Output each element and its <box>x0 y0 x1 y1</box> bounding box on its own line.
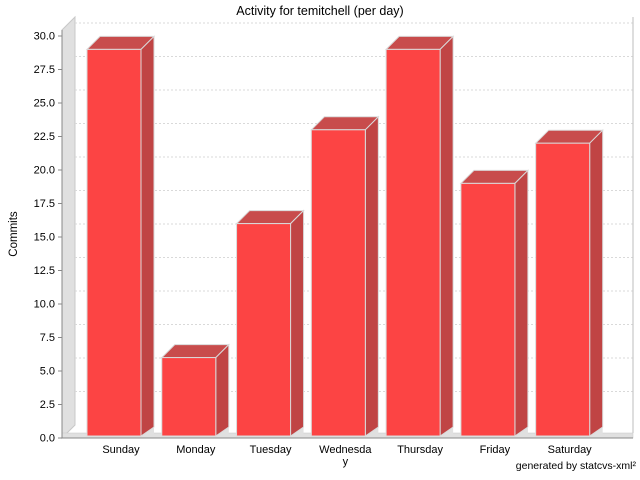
bar-side-face <box>364 115 379 437</box>
footer-credit: generated by statcvs-xml² <box>515 460 636 472</box>
bar-monday <box>160 343 230 437</box>
bar-front-face <box>460 182 516 437</box>
bar-front-face <box>310 129 366 437</box>
bar-front-face <box>236 223 292 437</box>
category-label: y <box>343 456 349 468</box>
category-label: Saturday <box>548 444 593 456</box>
bar-side-face <box>439 35 454 437</box>
bar-saturday <box>534 128 604 437</box>
category-label: Tuesday <box>250 444 292 456</box>
bar-front-face <box>535 142 591 437</box>
y-tick-label: 25.0 <box>34 98 55 110</box>
bar-side-face <box>215 343 230 437</box>
y-tick-label: 15.0 <box>34 232 55 244</box>
bar-wednesday <box>310 115 380 437</box>
category-label: Monday <box>176 444 216 456</box>
bar-side-face <box>589 128 604 437</box>
bar-thursday <box>384 35 455 437</box>
bar-side-face <box>514 169 529 437</box>
y-tick-label: 20.0 <box>34 165 55 177</box>
bar-front-face <box>86 48 142 437</box>
y-tick-label: 22.5 <box>34 131 55 143</box>
bar-friday <box>459 169 530 437</box>
category-label: Thursday <box>397 444 443 456</box>
left-wall <box>61 15 76 440</box>
y-tick-label: 27.5 <box>34 64 55 76</box>
bar-side-face <box>290 209 305 437</box>
y-tick-label: 30.0 <box>34 31 55 43</box>
bar-front-face <box>385 48 441 437</box>
bar-side-face <box>140 35 155 437</box>
chart-title: Activity for temitchell (per day) <box>236 4 404 18</box>
y-tick-label: 5.0 <box>40 366 55 378</box>
bar-tuesday <box>235 209 305 437</box>
y-tick-label: 10.0 <box>34 299 55 311</box>
y-tick-label: 2.5 <box>40 399 55 411</box>
category-label: Friday <box>480 444 511 456</box>
y-tick-label: 0.0 <box>40 433 55 445</box>
y-tick-label: 7.5 <box>40 332 55 344</box>
category-label: Wednesda <box>319 444 372 456</box>
y-tick-label: 17.5 <box>34 198 55 210</box>
y-tick-label: 12.5 <box>34 265 55 277</box>
bar-sunday <box>85 35 156 437</box>
category-label: Sunday <box>102 444 140 456</box>
bar-front-face <box>161 357 217 437</box>
